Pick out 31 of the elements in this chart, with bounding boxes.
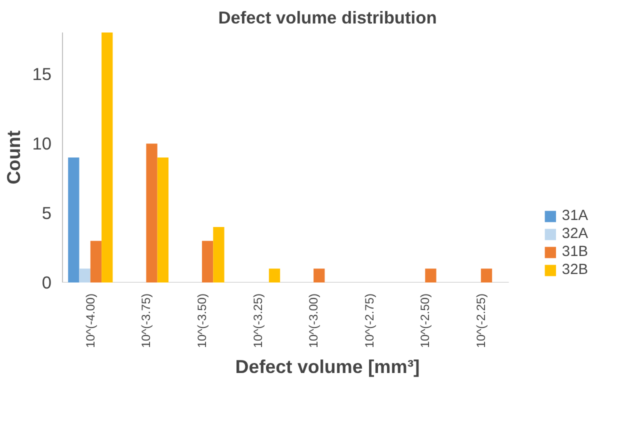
bar: [157, 158, 168, 282]
legend-label: 31A: [562, 208, 588, 224]
bar: [314, 268, 325, 282]
bar: [480, 268, 492, 282]
y-tick-label: 5: [42, 203, 52, 224]
x-tick-label: 10^(-3.50): [194, 293, 209, 348]
y-tick-label: 15: [32, 64, 52, 84]
bar: [202, 240, 214, 282]
y-tick-label: 10: [32, 134, 52, 154]
x-tick-label: 10^(-3.00): [306, 293, 321, 348]
bar: [146, 144, 158, 282]
bar: [90, 240, 102, 282]
x-tick-label: 10^(-4.00): [83, 293, 98, 348]
legend-label: 32B: [562, 262, 588, 278]
x-axis-title: Defect volume [mm³]: [235, 356, 420, 377]
bar: [268, 268, 280, 282]
bar: [213, 226, 224, 282]
x-tick-label: 10^(-2.25): [474, 293, 488, 348]
bar: [102, 32, 113, 282]
chart-title: Defect volume distribution: [218, 8, 437, 28]
x-tick-label: 10^(-3.25): [250, 293, 265, 348]
bar: [79, 268, 90, 282]
bar: [425, 268, 436, 282]
bar: [68, 158, 80, 282]
y-axis-title: Count: [3, 130, 24, 184]
legend-label: 32A: [562, 226, 588, 242]
x-tick-label: 10^(-2.50): [418, 293, 432, 348]
x-tick-label: 10^(-2.75): [362, 293, 376, 348]
y-tick-label: 0: [42, 272, 52, 292]
legend-label: 31B: [562, 244, 588, 260]
x-tick-label: 10^(-3.75): [139, 293, 154, 348]
